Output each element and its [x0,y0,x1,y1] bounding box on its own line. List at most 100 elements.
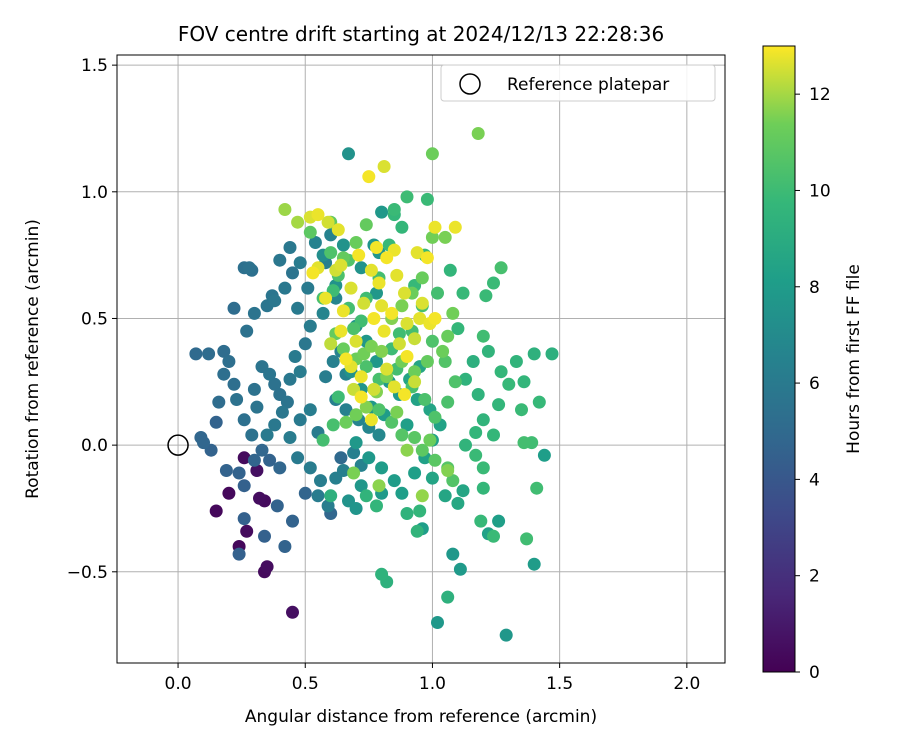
data-point [448,375,462,389]
data-point [347,322,361,336]
data-point [232,547,246,561]
data-point [456,286,470,300]
data-point [189,347,203,361]
data-point [321,215,335,229]
data-point [286,605,299,619]
data-point [286,266,299,280]
data-point [446,306,460,320]
data-point [527,557,541,571]
data-point [385,306,399,320]
data-point [291,301,305,315]
data-point [280,395,294,409]
data-point [278,540,292,553]
data-point [339,415,353,429]
data-point [316,306,330,320]
data-point [324,489,338,503]
data-point [438,230,452,244]
data-point [293,365,307,379]
data-point [372,403,386,417]
data-point [359,489,373,503]
y-tick-label: 1.0 [81,183,108,203]
data-point [303,403,317,417]
data-point [459,372,472,386]
data-point [354,479,368,493]
data-point [372,479,386,493]
data-point [395,486,409,500]
data-point [428,453,442,467]
data-point [311,208,325,222]
data-point [370,355,383,368]
data-point [258,529,271,543]
data-point [380,251,394,265]
data-point [392,327,406,341]
data-point [326,418,340,432]
data-point [364,413,378,427]
data-point [487,428,500,442]
data-point [237,479,251,493]
data-point [273,461,287,475]
data-point [425,334,439,348]
data-point [349,436,363,450]
data-point [459,438,472,452]
data-point [217,344,231,358]
data-point [370,286,383,300]
data-point [349,236,363,249]
colorbar-tick-label: 8 [809,278,820,298]
colorbar: 0 2 4 6 8 10 12 Hours from first FF file [762,45,864,683]
data-point [471,127,485,140]
data-point [370,241,383,254]
data-point [476,481,490,495]
chart-title: FOV centre drift starting at 2024/12/13 … [178,22,664,46]
data-point [441,329,455,343]
data-point [291,215,305,229]
data-point [268,294,282,308]
data-point [253,491,266,505]
data-point [263,453,277,467]
data-point [209,415,223,429]
data-point [230,393,244,406]
data-point [242,261,256,275]
data-point [466,355,480,368]
data-point [400,317,414,330]
data-point [425,147,439,161]
data-point [408,332,422,346]
data-point [492,514,506,528]
data-point [260,428,274,442]
data-point [197,436,210,450]
data-point [451,496,465,510]
data-point [520,532,534,546]
data-point [456,484,470,498]
data-point [441,590,455,604]
data-point [436,344,450,358]
data-point [237,512,251,526]
data-point [545,347,559,361]
data-point [354,390,368,404]
data-point [319,291,333,305]
data-point [268,377,282,391]
data-point [380,362,394,376]
data-point [283,241,297,254]
data-point [283,431,297,444]
data-point [316,433,330,447]
data-point [415,271,429,285]
data-point [532,395,546,409]
data-point [425,471,439,485]
data-point [273,253,287,267]
data-point [260,560,274,574]
data-point [364,339,378,353]
colorbar-tick-label: 10 [809,181,831,201]
x-tick-label: 1.5 [546,674,573,694]
data-point [392,337,406,351]
data-point [334,324,348,338]
data-point [349,408,363,422]
data-point [428,312,442,325]
data-point [372,276,386,290]
data-point [494,261,508,275]
data-point [334,258,348,272]
x-tick-label: 0.5 [292,674,319,694]
data-point [502,377,516,391]
data-point [438,489,452,503]
data-point [476,329,490,343]
data-point [443,263,457,277]
data-point [326,355,340,368]
